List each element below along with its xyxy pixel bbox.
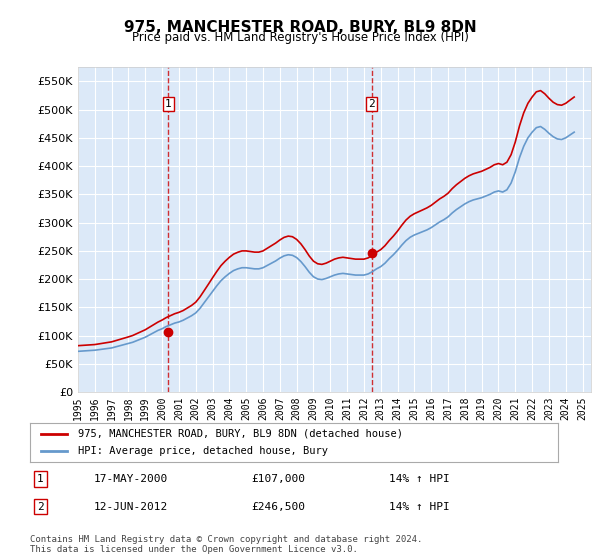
Text: 14% ↑ HPI: 14% ↑ HPI <box>389 474 450 484</box>
Text: £107,000: £107,000 <box>252 474 306 484</box>
Text: 12-JUN-2012: 12-JUN-2012 <box>94 502 167 512</box>
Text: Price paid vs. HM Land Registry's House Price Index (HPI): Price paid vs. HM Land Registry's House … <box>131 31 469 44</box>
Text: 2: 2 <box>37 502 44 512</box>
Text: 17-MAY-2000: 17-MAY-2000 <box>94 474 167 484</box>
Text: 2: 2 <box>368 99 375 109</box>
Text: 14% ↑ HPI: 14% ↑ HPI <box>389 502 450 512</box>
Text: 975, MANCHESTER ROAD, BURY, BL9 8DN (detached house): 975, MANCHESTER ROAD, BURY, BL9 8DN (det… <box>77 429 403 439</box>
Text: Contains HM Land Registry data © Crown copyright and database right 2024.
This d: Contains HM Land Registry data © Crown c… <box>30 535 422 554</box>
Text: 1: 1 <box>37 474 44 484</box>
Text: 975, MANCHESTER ROAD, BURY, BL9 8DN: 975, MANCHESTER ROAD, BURY, BL9 8DN <box>124 20 476 35</box>
Text: 1: 1 <box>165 99 172 109</box>
Text: £246,500: £246,500 <box>252 502 306 512</box>
Text: HPI: Average price, detached house, Bury: HPI: Average price, detached house, Bury <box>77 446 328 456</box>
